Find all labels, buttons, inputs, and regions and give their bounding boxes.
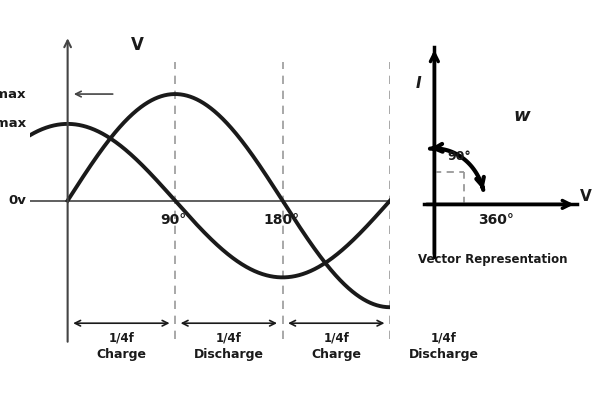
Text: Vmax: Vmax (0, 88, 26, 100)
Text: w: w (514, 107, 530, 124)
Text: 90°: 90° (161, 214, 187, 228)
Text: Charge: Charge (97, 348, 146, 361)
Text: 1/4f: 1/4f (323, 332, 349, 345)
Text: 1/4f: 1/4f (216, 332, 242, 345)
Text: Charge: Charge (311, 348, 361, 361)
Text: 0v: 0v (9, 194, 26, 207)
Text: V: V (580, 189, 592, 204)
Text: 1/4f: 1/4f (109, 332, 134, 345)
Text: 360°: 360° (478, 214, 514, 228)
Text: Discharge: Discharge (194, 348, 264, 361)
Text: Discharge: Discharge (409, 348, 479, 361)
Text: Imax: Imax (0, 117, 26, 131)
Text: Vector Representation: Vector Representation (418, 253, 567, 266)
Text: 1/4f: 1/4f (431, 332, 457, 345)
Text: 90°: 90° (447, 150, 471, 163)
Text: V: V (131, 36, 144, 54)
Text: 180°: 180° (263, 214, 299, 228)
Text: I: I (416, 76, 421, 91)
